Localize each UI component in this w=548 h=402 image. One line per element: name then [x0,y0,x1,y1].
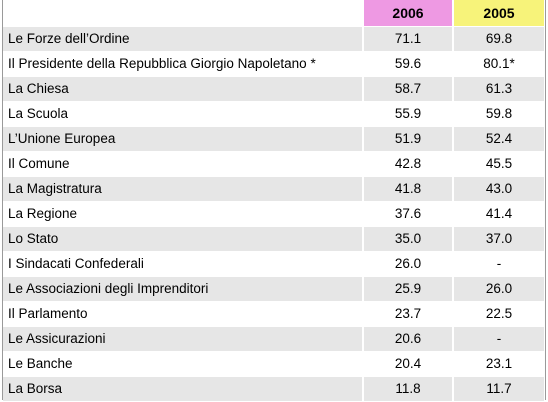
value-2005: 23.1 [452,351,544,377]
table-row: Le Associazioni degli Imprenditori 25.9 26… [3,276,544,302]
value-2005: 41.4 [452,201,544,227]
row-label: Lo Stato [3,226,363,252]
value-2006: 55.9 [362,101,453,127]
row-label: La Chiesa [3,76,363,102]
header-blank-cell [3,0,363,27]
row-label: La Scuola [3,101,363,127]
row-label: L’Unione Europea [3,126,363,152]
table-row: La Scuola 55.9 59.8 [3,101,544,127]
value-2005: 45.5 [452,151,544,177]
row-label: I Sindacati Confederali [3,251,363,277]
row-label: Le Associazioni degli Imprenditori [3,276,363,302]
value-2006: 59.6 [362,51,453,77]
row-label: Le Forze dell’Ordine [3,26,363,52]
value-2006: 41.8 [362,176,453,202]
trust-table: 2006 2005 Le Forze dell’Ordine 71.1 69.8 Il… [3,0,544,402]
table-row: I Sindacati Confederali 26.0- [3,251,544,277]
value-2005: 26.0 [452,276,544,302]
value-2005: 11.7 [452,376,544,402]
value-2006: 20.6 [362,326,453,352]
value-2005: 43.0 [452,176,544,202]
table-row: La Borsa 11.8 11.7 [3,376,544,402]
value-2006: 23.7 [362,301,453,327]
value-2006: 51.9 [362,126,453,152]
table-row: Le Assicurazioni 20.6- [3,326,544,352]
value-2006: 26.0 [362,251,453,277]
row-label: La Regione [3,201,363,227]
value-2006: 20.4 [362,351,453,377]
row-label: Il Comune [3,151,363,177]
header-row: 2006 2005 [3,0,544,27]
value-2005: 69.8 [452,26,544,52]
value-2005: 80.1* [452,51,544,77]
row-label: Il Presidente della Repubblica Giorgio N… [3,51,363,77]
table-row: Il Presidente della Repubblica Giorgio N… [3,51,544,77]
row-label: Le Assicurazioni [3,326,363,352]
header-2006: 2006 [362,0,453,27]
value-2005: 59.8 [452,101,544,127]
table-row: Le Banche 20.4 23.1 [3,351,544,377]
row-label: Le Banche [3,351,363,377]
row-label: Il Parlamento [3,301,363,327]
value-2005: - [452,251,544,277]
table-row: L’Unione Europea 51.9 52.4 [3,126,544,152]
value-2006: 11.8 [362,376,453,402]
table-row: La Chiesa 58.7 61.3 [3,76,544,102]
value-2006: 35.0 [362,226,453,252]
value-2006: 58.7 [362,76,453,102]
table-row: La Regione 37.6 41.4 [3,201,544,227]
table-row: Il Parlamento 23.7 22.5 [3,301,544,327]
value-2005: - [452,326,544,352]
value-2006: 71.1 [362,26,453,52]
value-2006: 42.8 [362,151,453,177]
value-2005: 61.3 [452,76,544,102]
table-row: Lo Stato 35.0 37.0 [3,226,544,252]
row-label: La Magistratura [3,176,363,202]
table-row: Le Forze dell’Ordine 71.1 69.8 [3,26,544,52]
row-label: La Borsa [3,376,363,402]
table-row: Il Comune 42.8 45.5 [3,151,544,177]
value-2005: 37.0 [452,226,544,252]
value-2005: 52.4 [452,126,544,152]
value-2006: 37.6 [362,201,453,227]
value-2005: 22.5 [452,301,544,327]
value-2006: 25.9 [362,276,453,302]
header-2005: 2005 [452,0,544,27]
table-row: La Magistratura 41.8 43.0 [3,176,544,202]
